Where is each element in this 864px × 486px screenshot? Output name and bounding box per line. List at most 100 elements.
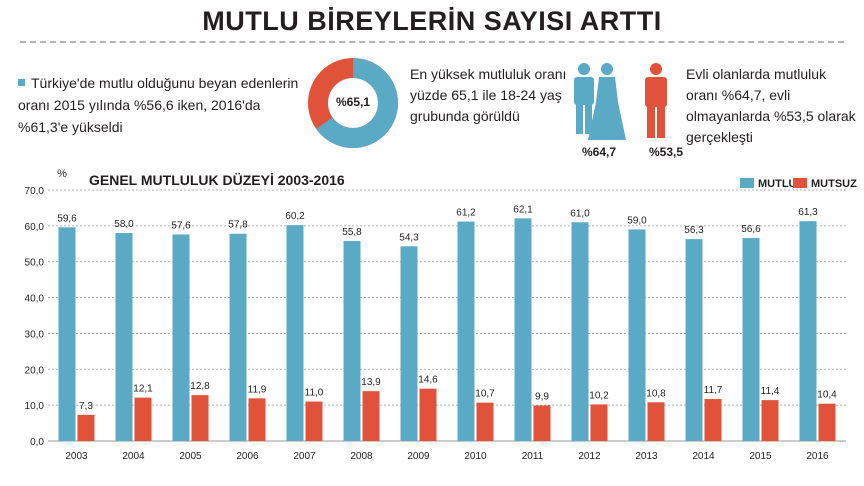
data-label-mutsuz: 12,1 (133, 384, 153, 395)
data-label-mutlu: 59,0 (627, 215, 647, 226)
info-left-text: Türkiye'de mutlu olduğunu beyan edenleri… (18, 75, 299, 135)
y-tick-label: 40,0 (25, 294, 45, 305)
data-label-mutlu: 56,3 (684, 225, 704, 236)
bar-mutsuz (761, 400, 779, 441)
bar-mutlu (571, 222, 589, 441)
bar-mutsuz (77, 414, 95, 441)
married-percent: %64,7 (582, 145, 617, 159)
data-label-mutsuz: 13,9 (361, 377, 381, 388)
bar-mutsuz (248, 398, 266, 441)
x-tick-label: 2015 (749, 451, 772, 462)
data-label-mutlu: 61,0 (570, 208, 590, 219)
title-divider (20, 41, 844, 43)
bar-mutsuz (134, 397, 152, 441)
x-tick-label: 2006 (236, 451, 259, 462)
bar-mutsuz (818, 403, 836, 441)
bar-mutlu (457, 221, 475, 441)
data-label-mutlu: 55,8 (342, 227, 362, 238)
data-label-mutlu: 59,6 (57, 213, 77, 224)
chart-title: GENEL MUTLULUK DÜZEYİ 2003-2016 (89, 172, 345, 188)
y-tick-label: 30,0 (25, 329, 45, 340)
x-tick-label: 2012 (578, 451, 601, 462)
data-label-mutsuz: 12,8 (190, 381, 210, 392)
info-right: Evli olanlarda mutluluk oranı %64,7, evl… (686, 66, 856, 145)
info-mid: En yüksek mutluluk oranı yüzde 65,1 ile … (410, 66, 567, 124)
legend-swatch-mutlu (740, 178, 754, 189)
bar-mutlu (400, 246, 418, 441)
bar-mutsuz (305, 401, 323, 441)
bar-mutsuz (533, 405, 551, 441)
bar-mutsuz (590, 404, 608, 441)
bar-mutsuz (362, 391, 380, 441)
bar-mutlu (229, 233, 247, 441)
legend-label-mutlu: MUTLU (758, 178, 797, 190)
bar-mutlu (514, 218, 532, 441)
data-label-mutlu: 61,3 (798, 207, 818, 218)
bar-mutlu (58, 227, 76, 441)
groom-icon (574, 63, 594, 134)
data-label-mutsuz: 11,0 (305, 388, 324, 399)
data-label-mutsuz: 14,6 (418, 375, 438, 386)
data-label-mutlu: 61,2 (456, 208, 476, 219)
people-figures (574, 63, 667, 140)
x-tick-label: 2013 (635, 451, 658, 462)
data-label-mutsuz: 10,4 (817, 390, 837, 401)
data-label-mutsuz: 9,9 (535, 392, 549, 403)
x-tick-label: 2016 (806, 451, 829, 462)
data-label-mutsuz: 7,3 (79, 401, 93, 412)
data-label-mutsuz: 11,7 (704, 385, 723, 396)
bar-mutlu (343, 240, 361, 441)
bar-mutsuz (647, 402, 665, 441)
bar-mutlu (742, 238, 760, 441)
single-person-icon (645, 63, 667, 138)
data-label-mutlu: 60,2 (285, 211, 305, 222)
info-left: Türkiye'de mutlu olduğunu beyan edenleri… (18, 72, 303, 138)
page-title: MUTLU BİREYLERİN SAYISI ARTTI (202, 6, 662, 36)
bar-mutlu (685, 239, 703, 441)
bar-mutlu (799, 221, 817, 441)
y-axis-unit: % (57, 168, 67, 180)
legend-mutlu: MUTLU (740, 178, 797, 190)
data-label-mutlu: 57,6 (171, 220, 191, 231)
bar-mutlu (115, 233, 133, 441)
data-label-mutlu: 54,3 (399, 232, 419, 243)
y-tick-label: 10,0 (25, 401, 45, 412)
x-tick-label: 2011 (522, 451, 544, 462)
single-percent: %53,5 (649, 145, 684, 159)
data-label-mutsuz: 11,4 (761, 386, 780, 397)
donut-main (308, 58, 398, 148)
legend-label-mutsuz: MUTSUZ (811, 178, 857, 190)
bullet-icon (18, 78, 25, 86)
x-tick-label: 2010 (464, 451, 487, 462)
data-label-mutlu: 58,0 (114, 219, 134, 230)
y-tick-label: 60,0 (25, 222, 45, 233)
bar-mutsuz (191, 395, 209, 441)
bar-mutlu (628, 229, 646, 441)
bar-mutlu (172, 234, 190, 441)
x-tick-label: 2005 (179, 451, 202, 462)
data-label-mutlu: 56,6 (741, 224, 761, 235)
x-tick-label: 2009 (407, 451, 430, 462)
legend-mutsuz: MUTSUZ (793, 178, 857, 190)
data-label-mutsuz: 10,2 (589, 390, 609, 401)
bride-icon (588, 63, 626, 140)
y-tick-label: 70,0 (25, 186, 45, 197)
x-tick-label: 2008 (350, 451, 373, 462)
data-label-mutlu: 57,8 (228, 220, 248, 231)
legend-swatch-mutsuz (793, 178, 807, 189)
y-tick-label: 0,0 (30, 437, 44, 448)
bar-mutsuz (704, 399, 722, 441)
bar-mutsuz (476, 402, 494, 441)
data-label-mutsuz: 11,9 (248, 384, 267, 395)
x-tick-label: 2004 (122, 451, 145, 462)
donut-label: %65,1 (335, 95, 371, 109)
x-tick-label: 2014 (692, 451, 715, 462)
data-label-mutlu: 62,1 (513, 204, 533, 215)
y-tick-label: 20,0 (25, 365, 45, 376)
bar-mutsuz (419, 388, 437, 441)
x-tick-label: 2003 (65, 451, 88, 462)
data-label-mutsuz: 10,7 (475, 389, 495, 400)
x-tick-label: 2007 (293, 451, 316, 462)
bar-mutlu (286, 225, 304, 441)
